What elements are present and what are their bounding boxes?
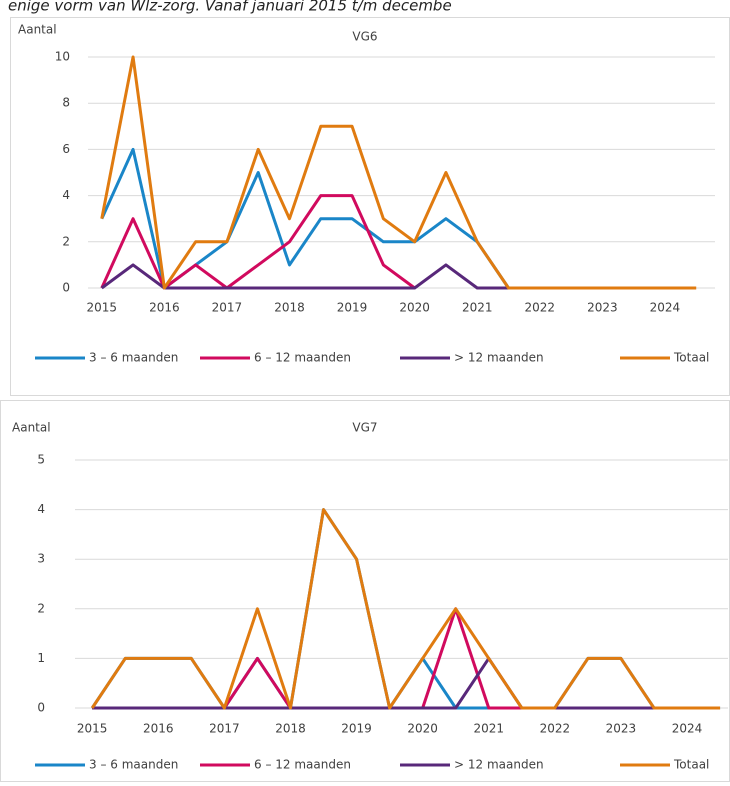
legend-label: 6 – 12 maanden <box>254 351 351 365</box>
x-tick-label: 2017 <box>212 301 243 315</box>
legend-label: 3 – 6 maanden <box>89 351 178 365</box>
x-tick-label: 2015 <box>86 301 117 315</box>
x-tick-label: 2021 <box>462 301 493 315</box>
caption: enige vorm van Wlz-zorg. Vanaf januari 2… <box>8 0 452 15</box>
legend-label: > 12 maanden <box>454 351 544 365</box>
chart-title: VG7 <box>352 421 377 435</box>
x-tick-label: 2024 <box>672 722 703 736</box>
y-tick-label: 5 <box>37 453 45 467</box>
x-tick-label: 2021 <box>473 722 504 736</box>
x-tick-label: 2019 <box>341 722 372 736</box>
legend-label: 6 – 12 maanden <box>254 758 351 772</box>
x-tick-label: 2018 <box>274 301 305 315</box>
x-tick-label: 2024 <box>650 301 681 315</box>
x-tick-label: 2020 <box>399 301 430 315</box>
y-tick-label: 2 <box>62 234 70 248</box>
y-tick-label: 10 <box>55 50 70 64</box>
x-tick-label: 2015 <box>77 722 108 736</box>
chart-frame <box>10 17 730 396</box>
x-tick-label: 2016 <box>149 301 180 315</box>
legend-label: Totaal <box>673 351 709 365</box>
x-tick-label: 2023 <box>587 301 618 315</box>
series-line <box>100 263 509 290</box>
series-line <box>90 508 721 710</box>
x-tick-label: 2020 <box>407 722 438 736</box>
y-axis-label: Aantal <box>18 23 57 37</box>
series-line <box>92 656 654 710</box>
x-tick-label: 2022 <box>525 301 556 315</box>
chart-title: VG6 <box>352 30 377 44</box>
y-tick-label: 0 <box>62 281 70 295</box>
legend-label: 3 – 6 maanden <box>89 758 178 772</box>
y-tick-label: 1 <box>37 651 45 665</box>
y-tick-label: 6 <box>62 142 70 156</box>
y-axis-label: Aantal <box>12 421 51 435</box>
x-tick-label: 2019 <box>337 301 368 315</box>
y-tick-label: 3 <box>37 552 45 566</box>
x-tick-label: 2017 <box>209 722 240 736</box>
legend-label: > 12 maanden <box>454 758 544 772</box>
legend-label: Totaal <box>673 758 709 772</box>
x-tick-label: 2022 <box>540 722 571 736</box>
y-tick-label: 0 <box>37 701 45 715</box>
x-tick-label: 2023 <box>606 722 637 736</box>
y-tick-label: 8 <box>62 96 70 110</box>
series-line <box>100 55 697 290</box>
x-tick-label: 2018 <box>275 722 306 736</box>
x-tick-label: 2016 <box>143 722 174 736</box>
y-tick-label: 4 <box>37 502 45 516</box>
series-line <box>100 194 416 290</box>
y-tick-label: 2 <box>37 601 45 615</box>
y-tick-label: 4 <box>62 188 70 202</box>
